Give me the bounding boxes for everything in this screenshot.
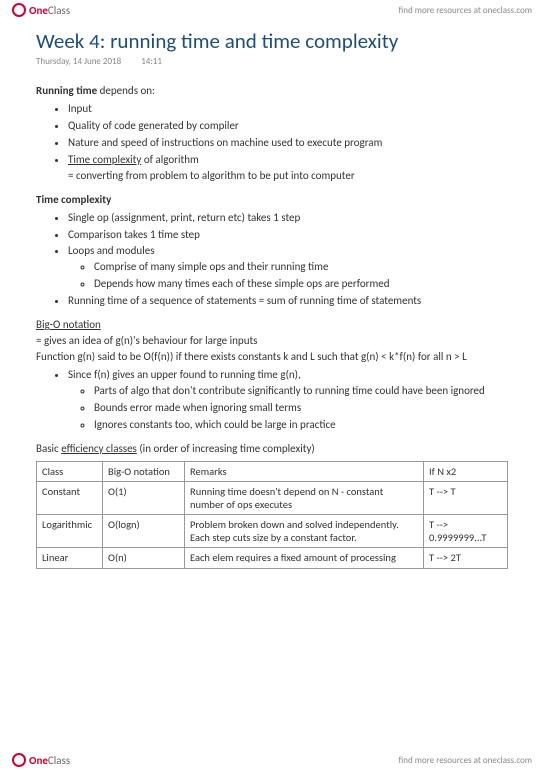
- time-complexity-link: Time complexity: [68, 153, 141, 166]
- loops-sublist: Comprise of many simple ops and their ru…: [94, 259, 508, 292]
- td-class: Logarithmic: [37, 514, 103, 547]
- list-item: Comprise of many simple ops and their ru…: [94, 259, 508, 275]
- page-date: Thursday, 14 June 2018: [36, 56, 121, 67]
- td-bigo: O(n): [103, 547, 185, 568]
- brand-circle-icon: [12, 3, 26, 17]
- table-header-row: Class Big-O notation Remarks If N x2: [37, 461, 508, 481]
- list-item: Quality of code generated by compiler: [68, 118, 508, 134]
- basic-post: (in order of increasing time complexity): [137, 442, 315, 455]
- bigo-def1: = gives an idea of g(n)'s behaviour for …: [36, 334, 257, 347]
- brand-class: Class: [48, 754, 70, 767]
- td-bigo: O(logn): [103, 514, 185, 547]
- table-row: Linear O(n) Each elem requires a fixed a…: [37, 547, 508, 568]
- running-time-list: Input Quality of code generated by compi…: [68, 101, 508, 184]
- td-ifn: T --> 2T: [424, 547, 508, 568]
- brand-circle-icon: [12, 753, 26, 767]
- brand-logo-bottom: OneClass: [12, 753, 70, 767]
- page-meta: Thursday, 14 June 2018 14:11: [36, 56, 508, 67]
- list-item: Bounds error made when ignoring small te…: [94, 400, 508, 416]
- brand-class: Class: [48, 4, 70, 17]
- list-item: Since f(n) gives an upper found to runni…: [68, 367, 508, 433]
- section-running-time: Running time depends on: Input Quality o…: [36, 83, 508, 184]
- page-title: Week 4: running time and time complexity: [36, 28, 508, 54]
- tc-heading: Time complexity: [36, 193, 111, 206]
- header-bar: OneClass find more resources at oneclass…: [0, 0, 544, 20]
- document-content: Week 4: running time and time complexity…: [36, 28, 508, 742]
- tc-list: Single op (assignment, print, return etc…: [68, 210, 508, 310]
- list-item: Time complexity of algorithm = convertin…: [68, 152, 508, 184]
- loops-label: Loops and modules: [68, 244, 155, 257]
- table-row: Logarithmic O(logn) Problem broken down …: [37, 514, 508, 547]
- td-ifn: T --> T: [424, 481, 508, 514]
- th-class: Class: [37, 461, 103, 481]
- table-row: Constant O(1) Running time doesn't depen…: [37, 481, 508, 514]
- td-ifn: T --> 0.9999999...T: [424, 514, 508, 547]
- since-sublist: Parts of algo that don't contribute sign…: [94, 383, 508, 433]
- footer-bar: OneClass find more resources at oneclass…: [0, 750, 544, 770]
- list-item: Input: [68, 101, 508, 117]
- td-remarks: Each elem requires a fixed amount of pro…: [185, 547, 424, 568]
- td-remarks: Running time doesn't depend on N - const…: [185, 481, 424, 514]
- list-item: Comparison takes 1 time step: [68, 227, 508, 243]
- list-item: Parts of algo that don't contribute sign…: [94, 383, 508, 399]
- time-complexity-sub: = converting from problem to algorithm t…: [68, 169, 355, 182]
- section-bigo: Big-O notation = gives an idea of g(n)'s…: [36, 317, 508, 457]
- td-remarks-truncated: Each elem requires a fixed amount of pro…: [190, 551, 418, 565]
- td-bigo: O(1): [103, 481, 185, 514]
- bigo-list: Since f(n) gives an upper found to runni…: [68, 367, 508, 433]
- th-ifn: If N x2: [424, 461, 508, 481]
- list-item: Running time of a sequence of statements…: [68, 293, 508, 309]
- bigo-def2: Function g(n) said to be O(f(n)) if ther…: [36, 350, 467, 363]
- list-item: Nature and speed of instructions on mach…: [68, 135, 508, 151]
- running-time-rest: depends on:: [97, 84, 155, 97]
- th-bigo: Big-O notation: [103, 461, 185, 481]
- td-class: Linear: [37, 547, 103, 568]
- running-time-bold: Running time: [36, 84, 97, 97]
- td-class: Constant: [37, 481, 103, 514]
- brand-one: One: [29, 4, 48, 17]
- bigo-heading: Big-O notation: [36, 318, 101, 331]
- header-tagline: find more resources at oneclass.com: [399, 5, 532, 16]
- time-complexity-rest: of algorithm: [141, 153, 198, 166]
- list-item: Single op (assignment, print, return etc…: [68, 210, 508, 226]
- list-item: Depends how many times each of these sim…: [94, 276, 508, 292]
- brand-one: One: [29, 754, 48, 767]
- efficiency-table: Class Big-O notation Remarks If N x2 Con…: [36, 461, 508, 569]
- footer-tagline: find more resources at oneclass.com: [399, 755, 532, 766]
- section-time-complexity: Time complexity Single op (assignment, p…: [36, 192, 508, 310]
- brand-logo-top: OneClass: [12, 3, 70, 17]
- list-item: Ignores constants too, which could be la…: [94, 417, 508, 433]
- since-label: Since f(n) gives an upper found to runni…: [68, 368, 301, 381]
- list-item: Loops and modules Comprise of many simpl…: [68, 243, 508, 292]
- th-remarks: Remarks: [185, 461, 424, 481]
- td-remarks: Problem broken down and solved independe…: [185, 514, 424, 547]
- page-time: 14:11: [141, 56, 162, 67]
- efficiency-classes-link: efficiency classes: [61, 442, 137, 455]
- basic-pre: Basic: [36, 442, 61, 455]
